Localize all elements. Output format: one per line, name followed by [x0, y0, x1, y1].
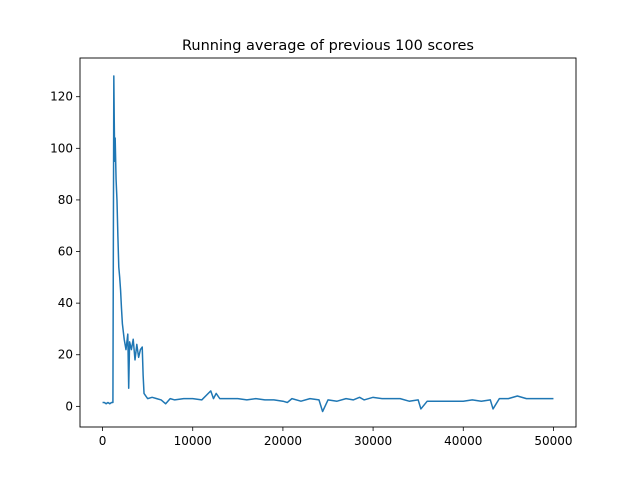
y-tick-label: 60	[58, 245, 73, 259]
y-tick-label: 100	[50, 141, 73, 155]
y-tick-label: 40	[58, 296, 73, 310]
x-tick-label: 20000	[264, 434, 302, 448]
x-tick-label: 10000	[174, 434, 212, 448]
series-line-1	[102, 75, 554, 413]
y-tick-label: 120	[50, 90, 73, 104]
y-tick-label: 0	[65, 399, 73, 413]
x-tick-label: 0	[99, 434, 107, 448]
x-tick-label: 50000	[534, 434, 572, 448]
y-tick-label: 80	[58, 193, 73, 207]
axes: 0 10000 20000 30000 40000 50000 0 20 40 60 80 100 12…	[50, 90, 572, 448]
x-tick-label: 30000	[354, 434, 392, 448]
y-tick-label: 20	[58, 348, 73, 362]
chart-title: Running average of previous 100 scores	[182, 38, 474, 54]
x-tick-label: 40000	[444, 434, 482, 448]
plot-area	[102, 75, 554, 413]
plot-frame	[79, 57, 577, 428]
